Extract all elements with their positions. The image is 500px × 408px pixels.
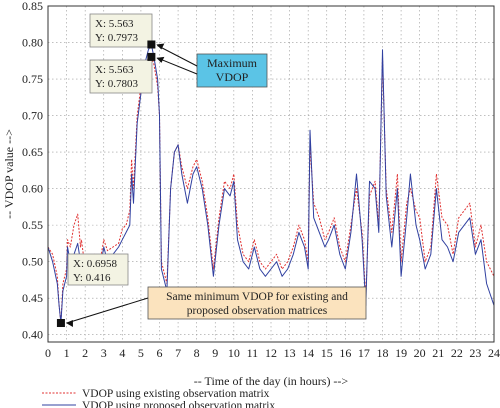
legend-label: VDOP using proposed observation matrix [82, 400, 275, 408]
annotations-layer: X: 5.563 Y: 0.7973 X: 5.563 Y: 0.7803 X: 0.6… [56, 13, 367, 328]
x-tick-label: 0 [45, 346, 51, 360]
legend-label: VDOP using existing observation matrix [82, 388, 270, 400]
x-tick-label: 17 [358, 346, 370, 360]
min-arrowhead [65, 320, 73, 328]
x-tick-label: 22 [451, 346, 463, 360]
x-tick-label: 10 [228, 346, 240, 360]
x-tick-label: 5 [138, 346, 144, 360]
datatip-box [67, 253, 129, 286]
x-tick-label: 9 [212, 346, 218, 360]
max-arrow-2 [157, 57, 198, 75]
x-tick-label: 6 [157, 346, 163, 360]
datatip-box [89, 13, 153, 48]
x-tick-label: 15 [321, 346, 333, 360]
x-tick-label: 19 [395, 346, 407, 360]
x-tick-label: 24 [488, 346, 500, 360]
x-tick-label: 2 [82, 346, 88, 360]
datatip-x-text: X: 0.6958 [73, 258, 118, 270]
y-tick-labels: 0.40 0.45 0.50 0.55 0.60 0.65 0.70 0.75 0.80 0.85 [22, 0, 43, 342]
series-line-existing [47, 56, 495, 324]
y-axis-label: -- VDOP value --> [2, 129, 16, 219]
datatip-y-text: Y: 0.7973 [95, 32, 138, 44]
y-tick-label: 0.50 [22, 255, 43, 269]
y-tick-label: 0.45 [22, 291, 43, 305]
y-tick-label: 0.55 [22, 218, 43, 232]
x-tick-label: 3 [101, 346, 107, 360]
x-tick-label: 7 [175, 346, 181, 360]
x-tick-label: 16 [339, 346, 351, 360]
legend: VDOP using existing observation matrixVD… [42, 388, 275, 408]
plot-frame [47, 5, 495, 343]
x-tick-label: 12 [265, 346, 277, 360]
x-tick-label: 1 [64, 346, 70, 360]
datatip-marker [147, 40, 156, 49]
x-tick-label: 13 [284, 346, 296, 360]
datatip-marker [56, 319, 65, 328]
datatip-x-text: X: 5.563 [95, 64, 134, 76]
min-vdop-callout-text: Same minimum VDOP for existing and [166, 291, 348, 303]
x-tick-label: 11 [247, 346, 259, 360]
x-tick-labels: 0 1 2 3 4 5 6 7 8 9 10 11 12 13 14 15 16 17 18 19 20 21 22 23 24 [45, 346, 500, 360]
x-tick-label: 21 [432, 346, 444, 360]
x-tick-label: 18 [377, 346, 389, 360]
y-tick-label: 0.80 [22, 36, 43, 50]
datatip-box [89, 59, 153, 94]
y-tick-label: 0.40 [22, 328, 43, 342]
min-vdop-callout-box [147, 286, 367, 320]
min-arrow [66, 297, 149, 324]
y-tick-label: 0.75 [22, 72, 43, 86]
y-tick-label: 0.65 [22, 145, 43, 159]
x-tick-label: 20 [414, 346, 426, 360]
datatip-y-text: Y: 0.7803 [95, 78, 138, 90]
y-tick-label: 0.70 [22, 109, 43, 123]
min-vdop-callout-text: proposed observation matrices [187, 305, 328, 317]
x-axis-label: -- Time of the day (in hours) --> [194, 374, 349, 388]
max-vdop-callout-text: Maximum [207, 56, 258, 70]
x-tick-label: 4 [119, 346, 125, 360]
max-arrowhead-1 [156, 43, 165, 50]
datatip-x-text: X: 5.563 [95, 18, 134, 30]
x-tick-label: 8 [194, 346, 200, 360]
x-tick-label: 23 [469, 346, 481, 360]
datatip-y-text: Y: 0.416 [73, 272, 111, 284]
datatip-marker [147, 52, 156, 61]
max-vdop-callout-text: VDOP [216, 70, 249, 84]
max-arrowhead-2 [156, 56, 165, 63]
y-tick-label: 0.85 [22, 0, 43, 13]
y-tick-label: 0.60 [22, 182, 43, 196]
max-arrow-1 [157, 45, 198, 67]
x-tick-label: 14 [302, 346, 314, 360]
max-vdop-callout-box [196, 53, 268, 88]
